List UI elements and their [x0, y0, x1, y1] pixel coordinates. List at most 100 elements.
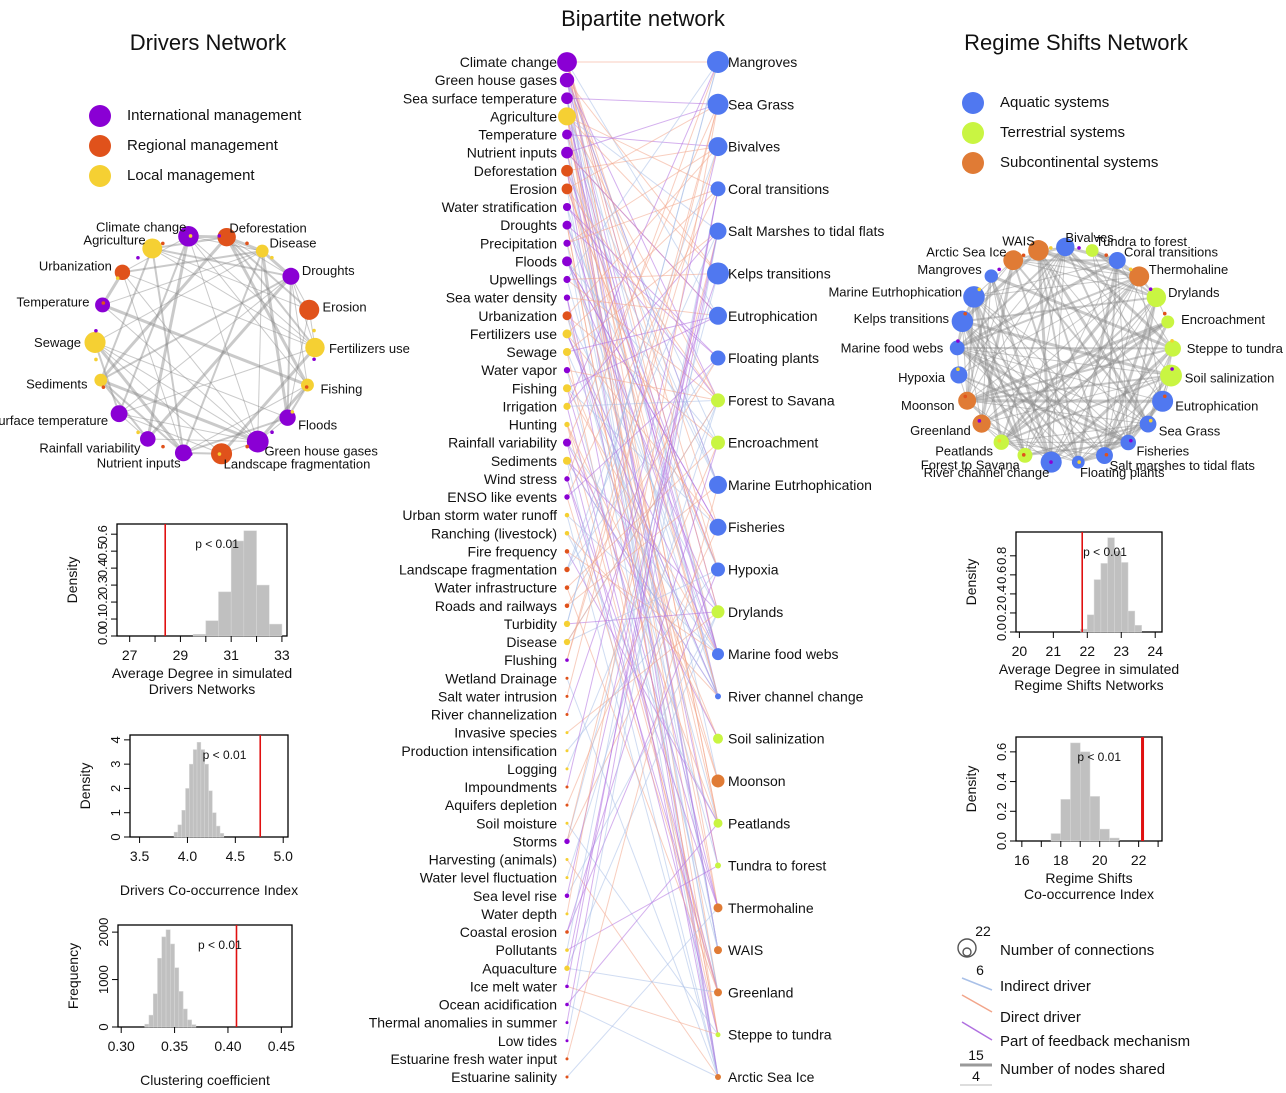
drivers-net-edge	[226, 236, 292, 277]
regime-net-edge	[956, 346, 1129, 444]
legend-regional-dot	[89, 135, 111, 157]
bipartite-edge	[566, 224, 719, 655]
drivers-net-label-droughts: Droughts	[302, 263, 355, 278]
regime-label-soil-salinization: Soil salinization	[728, 731, 825, 747]
regime-label-fisheries: Fisheries	[728, 519, 785, 535]
regime-net-label-river-channel-change: River channel change	[924, 465, 1050, 480]
regime-node-floating-plants	[710, 350, 726, 366]
legend-subcontinental-label: Subcontinental systems	[1000, 154, 1158, 171]
x-tick-label: 31	[223, 647, 239, 663]
bipartite-edge	[566, 442, 719, 739]
regime-net-edge	[990, 274, 1174, 350]
drivers-net-node-sediments	[94, 373, 108, 387]
driver-node-thermal-anomalies-in-summer	[565, 1021, 569, 1025]
regime-net-label-forest-to-savana: Forest to Savana	[921, 458, 1021, 473]
regime-net-edge	[973, 296, 1053, 463]
bipartite-edge	[566, 61, 719, 480]
regime-net-small-node	[997, 267, 1001, 272]
drivers-net-node-erosion	[299, 299, 320, 320]
x-axis-label: Clustering coefficient	[140, 1072, 270, 1088]
regime-net-edge	[967, 400, 1149, 425]
hist-bar	[1100, 563, 1108, 633]
y-tick-label: 0.4	[994, 585, 1009, 603]
drivers-net-edge	[100, 275, 292, 382]
drivers-net-node-temperature	[95, 297, 111, 313]
bipartite-edge	[566, 400, 719, 643]
drivers-net-node-droughts	[282, 267, 300, 285]
regime-net-node-sea-grass	[1139, 415, 1157, 433]
bipartite-edge	[566, 261, 719, 612]
drivers-net-edge	[146, 235, 190, 440]
x-tick-label: 27	[122, 647, 138, 663]
driver-node-aquaculture	[564, 965, 570, 971]
regime-label-peatlands: Peatlands	[728, 815, 790, 831]
regime-net-edge	[1024, 246, 1066, 456]
x-tick-label: 24	[1147, 643, 1163, 659]
hist-bar	[174, 967, 180, 1028]
regime-net-edge	[967, 399, 1163, 403]
regime-label-bivalves: Bivalves	[728, 139, 780, 155]
bipartite-edge	[566, 514, 719, 1078]
hist-bar	[161, 936, 167, 1028]
bipartite-regime-nodes: Mangroves Sea Grass Bivalves Coral transiti…	[707, 51, 884, 1085]
bipartite-edge	[566, 279, 719, 401]
drivers-net-label-climate-change: Climate change	[96, 219, 186, 234]
bipartite-edge	[566, 146, 719, 661]
bipartite-edge	[566, 406, 719, 993]
drivers-net-label-floods: Floods	[298, 417, 338, 432]
driver-label-upwellings: Upwellings	[489, 272, 557, 288]
drivers-net-small-node	[101, 301, 106, 305]
regime-net-edge	[973, 296, 1149, 425]
driver-node-river-channelization	[565, 713, 569, 716]
driver-label-ranching-livestock: Ranching (livestock)	[431, 525, 557, 541]
driver-node-green-house-gases	[559, 72, 575, 88]
regime-net-small-node	[963, 394, 968, 399]
drivers-net-edge	[118, 413, 222, 455]
drivers-net-small-node	[101, 385, 106, 389]
bipartite-edge	[566, 134, 719, 148]
regime-net-edge	[1012, 259, 1149, 425]
regime-net-edge	[961, 319, 1172, 377]
driver-node-urban-storm-water-runoff	[564, 512, 570, 518]
regime-net-node-eutrophication	[1152, 390, 1174, 412]
bipartite-edge	[566, 272, 719, 280]
hist-bar	[148, 1014, 154, 1028]
regime-net-edge	[1001, 441, 1079, 463]
driver-node-logging	[565, 767, 569, 771]
y-tick-label: 4	[108, 736, 123, 743]
hist-bar	[192, 634, 207, 637]
regime-net-small-node	[1170, 367, 1174, 371]
driver-label-droughts: Droughts	[500, 217, 557, 233]
bipartite-edge	[566, 104, 719, 661]
regime-net-small-node	[1104, 452, 1109, 457]
legend-aquatic-label: Aquatic systems	[1000, 94, 1109, 111]
bipartite-edge	[566, 116, 719, 443]
y-tick-label: 2	[108, 785, 123, 792]
x-tick-label: 29	[173, 647, 189, 663]
regime-label-coral-transitions: Coral transitions	[728, 181, 829, 197]
regime-net-edge	[1024, 423, 1149, 457]
driver-node-ocean-acidification	[565, 1002, 569, 1007]
bipartite-edge	[566, 822, 719, 1005]
drivers-network-title: Drivers Network	[130, 30, 287, 55]
regime-net-edge	[958, 374, 1129, 444]
regime-net-edge	[981, 375, 1172, 425]
regime-node-arctic-sea-ice	[715, 1074, 721, 1080]
regime-network-title: Regime Shifts Network	[964, 30, 1189, 55]
regime-node-kelps-transitions	[707, 262, 729, 285]
drivers-net-small-node	[188, 234, 193, 238]
driver-label-precipitation: Precipitation	[480, 235, 557, 251]
bipartite-edge	[566, 357, 719, 607]
regime-net-edge	[961, 320, 1027, 456]
legend-regional-label: Regional management	[127, 137, 279, 154]
regime-net-node-marine-eutrhophication	[963, 286, 985, 308]
bipartite-edge	[566, 115, 719, 232]
bipartite-edge	[566, 104, 719, 697]
regime-net-edge	[1103, 276, 1140, 456]
y-tick-label: 0.5	[95, 542, 110, 560]
drivers-net-node-nutrient-inputs	[174, 444, 192, 462]
regime-label-wais: WAIS	[728, 942, 763, 958]
regime-net-edge	[1012, 259, 1080, 463]
x-tick-label: 0.40	[214, 1038, 241, 1054]
